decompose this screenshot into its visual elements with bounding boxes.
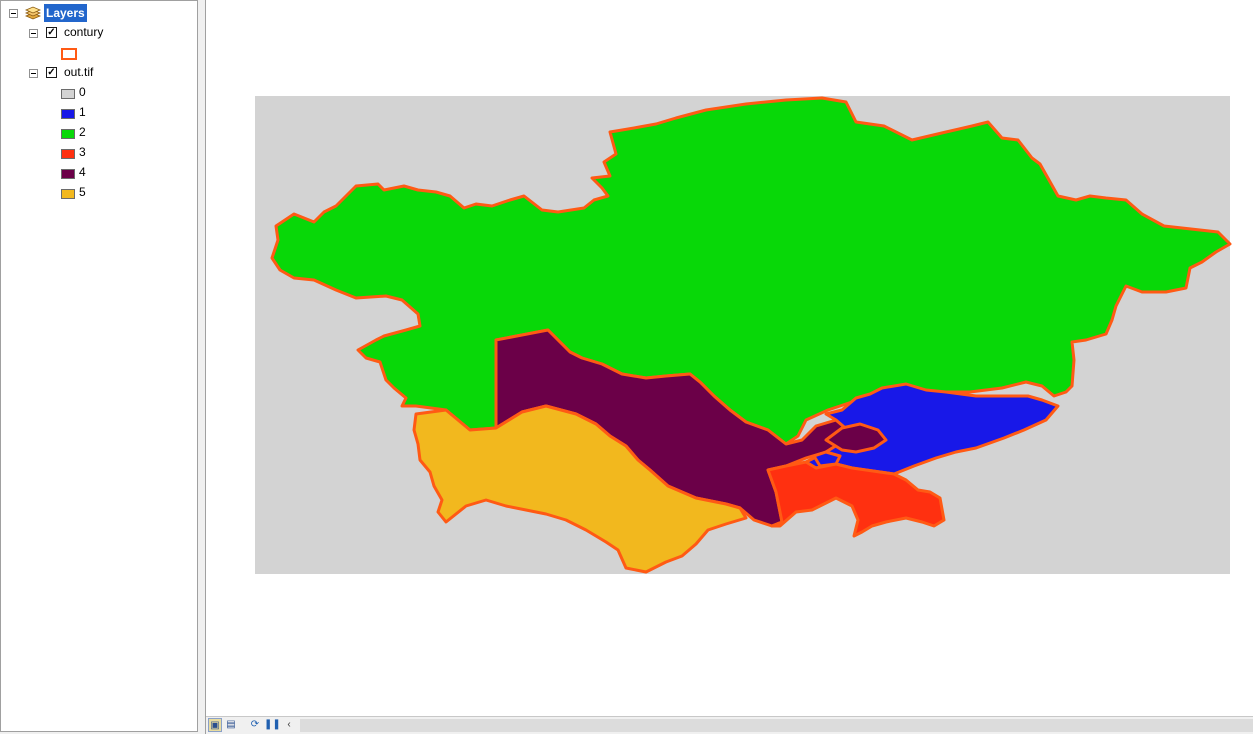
out-tif-visibility-checkbox[interactable]: ✓: [46, 67, 57, 78]
region-turkmenistan: [412, 404, 748, 574]
class-label-1: 1: [79, 105, 86, 119]
table-of-contents: Layers ✓ contury ✓ out.tif 0 1 2 3 4 5: [0, 0, 198, 732]
refresh-icon[interactable]: ⟳: [250, 719, 260, 730]
class-2-swatch[interactable]: [61, 129, 75, 139]
horizontal-scrollbar[interactable]: [300, 719, 1253, 732]
class-3-swatch[interactable]: [61, 149, 75, 159]
region-kazakhstan: [270, 96, 1232, 446]
map-canvas[interactable]: [206, 0, 1253, 716]
region-enclave-fragment: [812, 450, 842, 468]
panel-splitter[interactable]: [198, 0, 206, 734]
map-view[interactable]: [206, 0, 1253, 716]
data-view-icon[interactable]: ▣: [208, 718, 222, 732]
collapse-layers-toggle[interactable]: [9, 9, 18, 18]
class-label-4: 4: [79, 165, 86, 179]
region-tajikistan: [766, 460, 946, 538]
collapse-contury-toggle[interactable]: [29, 29, 38, 38]
collapse-out-tif-toggle[interactable]: [29, 69, 38, 78]
class-4-swatch[interactable]: [61, 169, 75, 179]
contury-visibility-checkbox[interactable]: ✓: [46, 27, 57, 38]
layer-name-out-tif[interactable]: out.tif: [64, 65, 94, 79]
layer-name-contury[interactable]: contury: [64, 25, 104, 39]
data-frame-name: Layers: [46, 6, 85, 20]
class-1-swatch[interactable]: [61, 109, 75, 119]
view-toolbar: ▣ ▤ ⟳ ❚❚ ‹: [206, 716, 1253, 734]
class-label-2: 2: [79, 125, 86, 139]
layout-view-icon[interactable]: ▤: [226, 719, 236, 730]
class-label-5: 5: [79, 185, 86, 199]
class-label-0: 0: [79, 85, 86, 99]
region-fergana-fragment: [824, 422, 888, 454]
layers-icon: [24, 5, 42, 21]
class-0-swatch[interactable]: [61, 89, 75, 99]
data-frame-label[interactable]: Layers: [44, 4, 87, 22]
pause-icon[interactable]: ❚❚: [264, 719, 281, 730]
class-5-swatch[interactable]: [61, 189, 75, 199]
class-label-3: 3: [79, 145, 86, 159]
contury-symbol[interactable]: [61, 48, 77, 60]
scroll-left-icon[interactable]: ‹: [287, 719, 291, 730]
